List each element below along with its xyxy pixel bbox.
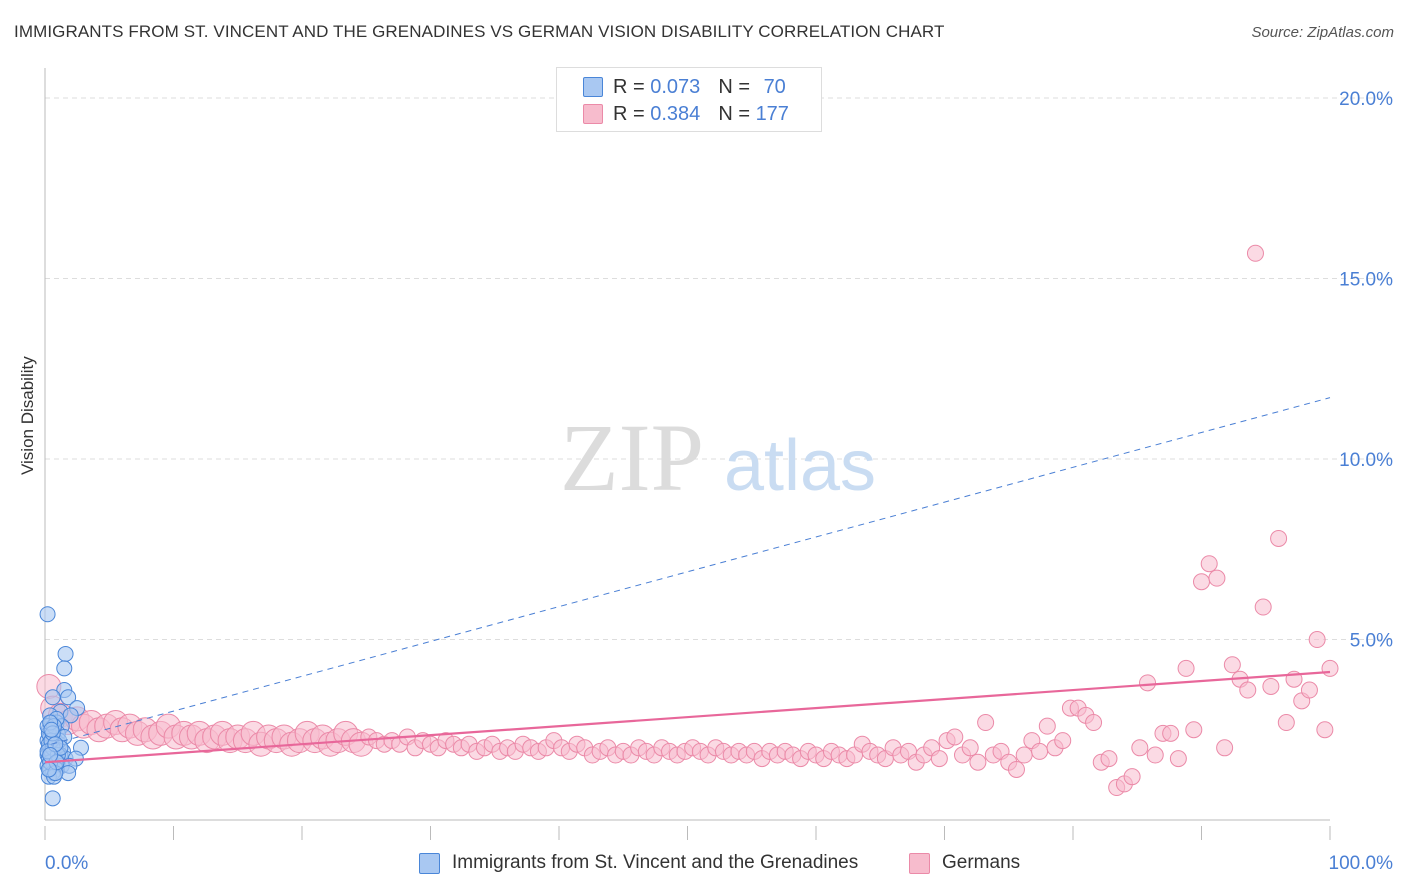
data-point-immigrants [56,660,73,677]
data-point-germans [1169,750,1187,768]
legend-row-germans: R = 0.384 N = 177 [583,101,789,127]
data-point-germans [1131,739,1149,757]
trend-line-immigrants [51,397,1331,745]
y-tick-label: 20.0% [1339,89,1393,110]
data-point-germans [1239,681,1257,699]
watermark-zip: ZIP [560,404,704,511]
data-point-germans [946,728,964,746]
data-point-germans [1054,732,1072,750]
x-tick-label: 0.0% [45,853,88,874]
data-point-immigrants [57,645,74,662]
correlation-legend: R = 0.073 N = 70 R = 0.384 N = 177 [556,67,822,132]
watermark: ZIP atlas [560,404,876,511]
y-tick-label: 5.0% [1350,631,1393,652]
data-point-germans [1177,659,1195,677]
data-point-germans [977,714,995,732]
immigrants-points [39,606,89,807]
pink-swatch [909,852,930,874]
data-point-germans [1193,573,1210,591]
pink-swatch [583,104,603,124]
y-axis-label: Vision Disability [18,356,37,475]
data-point-germans [1308,631,1326,649]
blue-swatch [583,77,603,97]
data-point-germans [1262,677,1280,695]
data-point-germans [1277,714,1295,732]
r-label: R = [613,102,651,125]
source-label: Source: ZipAtlas.com [1251,24,1394,41]
data-point-germans [1246,244,1264,262]
series-legend: Immigrants from St. Vincent and the Gren… [0,850,1406,880]
legend-label: Germans [942,852,1021,873]
r-value: 0.384 [650,102,701,125]
grid-lines [45,97,1395,641]
trend-line-germans [44,670,1331,764]
legend-item-germans: Germans [909,852,1020,874]
data-point-immigrants [39,606,56,623]
n-label: N = [718,75,756,98]
r-value: 0.073 [650,75,701,98]
data-point-germans [930,750,948,768]
data-point-germans [1185,721,1203,739]
watermark-atlas: atlas [724,426,876,506]
data-point-germans [1270,529,1288,547]
data-point-germans [1300,681,1318,699]
n-value: 177 [755,102,789,125]
legend-item-immigrants: Immigrants from St. Vincent and the Gren… [419,852,858,874]
x-tick-label: 100.0% [1329,853,1394,874]
data-point-germans [1321,659,1339,677]
n-value: 70 [763,75,786,98]
data-point-germans [1216,739,1234,757]
legend-label: Immigrants from St. Vincent and the Gren… [452,852,859,873]
r-label: R = [613,75,651,98]
y-tick-label: 15.0% [1339,270,1393,291]
data-point-germans [1123,768,1141,786]
data-point-immigrants [43,721,60,738]
data-point-immigrants [40,761,57,778]
data-point-germans [1223,656,1241,674]
data-point-immigrants [44,689,61,706]
data-point-germans [1031,742,1049,760]
data-point-germans [1254,598,1272,616]
data-point-germans [1146,746,1164,764]
data-point-germans [961,739,979,757]
data-point-germans [1085,714,1103,732]
data-point-germans [1100,750,1118,768]
n-label: N = [718,102,756,125]
trend-lines [44,397,1331,764]
data-point-germans [1200,555,1218,573]
y-tick-label: 10.0% [1339,450,1393,471]
data-point-immigrants [44,790,61,807]
data-point-germans [1316,721,1334,739]
data-point-germans [1139,674,1157,692]
blue-swatch [419,852,440,874]
germans-points [36,244,1339,797]
data-point-germans [1015,746,1033,764]
data-point-germans [1162,724,1180,742]
data-point-germans [1007,760,1025,778]
data-point-germans [1208,569,1226,587]
data-point-germans [969,753,987,771]
data-point-germans [1038,717,1056,735]
legend-row-immigrants: R = 0.073 N = 70 [583,74,786,100]
tick-labels: 5.0% 10.0% 15.0% 20.0% 0.0% 100.0% [45,89,1393,874]
chart-title: IMMIGRANTS FROM ST. VINCENT AND THE GREN… [14,22,945,41]
data-point-immigrants [42,747,59,764]
